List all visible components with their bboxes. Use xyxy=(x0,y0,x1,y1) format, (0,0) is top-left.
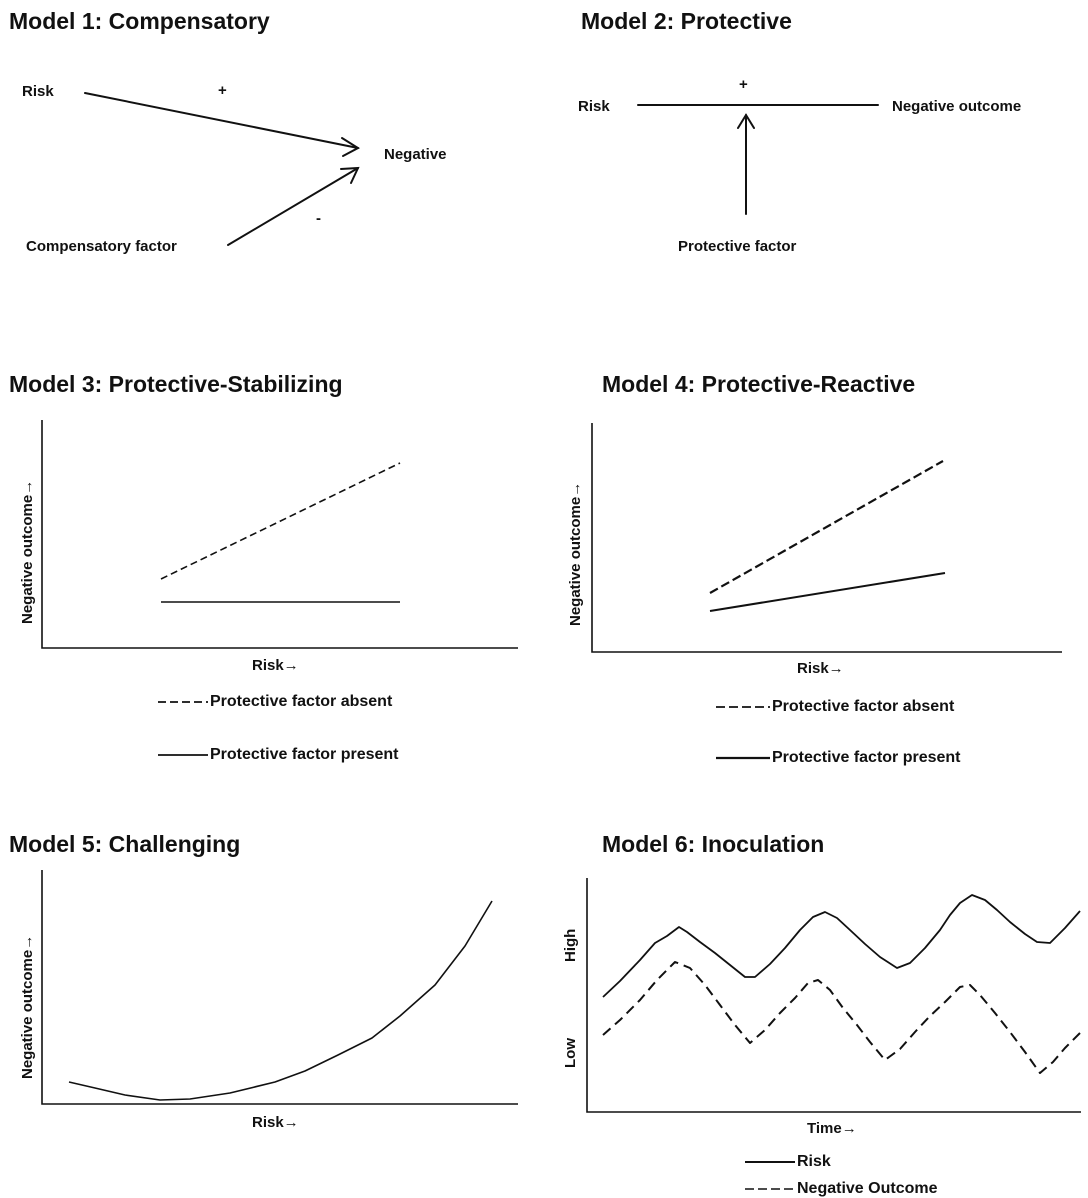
model4-title: Model 4: Protective-Reactive xyxy=(602,371,916,397)
model1-comp-label: Compensatory factor xyxy=(26,238,177,255)
dashed-line-icon xyxy=(158,701,208,703)
solid-line-icon xyxy=(158,754,208,756)
model4-legend-present-label: Protective factor present xyxy=(772,749,961,766)
model5-curve xyxy=(68,900,493,1101)
model6-xlabel: Time→ xyxy=(807,1120,857,1137)
model1-title: Model 1: Compensatory xyxy=(9,8,270,34)
model3-xlabel: Risk→ xyxy=(252,657,299,674)
model6-axes xyxy=(586,878,1081,1113)
model6-legend-risk: Risk xyxy=(745,1153,831,1171)
model3-legend-present-label: Protective factor present xyxy=(210,746,399,763)
model4-plot xyxy=(591,423,1062,653)
model4-axes xyxy=(591,423,1062,653)
model1-comp-sign: - xyxy=(316,210,321,227)
model4-present-line xyxy=(709,572,946,612)
model1-comp-arrowhead xyxy=(340,166,360,184)
model6-plot xyxy=(586,878,1081,1113)
model4-legend-absent: Protective factor absent xyxy=(716,698,954,716)
model1-risk-arrow xyxy=(84,92,359,149)
model3-plot xyxy=(41,420,518,649)
model4-absent-line xyxy=(709,460,944,594)
model6-negative-line xyxy=(602,961,1081,1074)
model2-protective-label: Protective factor xyxy=(678,238,797,255)
model2-outcome-label: Negative outcome xyxy=(892,98,1022,115)
model1-risk-sign: + xyxy=(218,82,227,99)
model6-risk-line xyxy=(602,894,1081,998)
model1-risk-arrowhead xyxy=(341,137,360,157)
model4-legend-present: Protective factor present xyxy=(716,749,961,767)
model3-legend-present: Protective factor present xyxy=(158,746,399,764)
model2-plus-sign: + xyxy=(739,76,748,93)
model1-arrows xyxy=(84,92,360,246)
model4-legend-absent-label: Protective factor absent xyxy=(772,698,955,715)
model6-legend-negative: Negative Outcome xyxy=(745,1180,937,1198)
model2-risk-label: Risk xyxy=(578,98,610,115)
model5-plot xyxy=(41,870,518,1105)
model1-comp-arrow xyxy=(227,167,359,246)
model3-axes xyxy=(41,420,518,649)
model5-axes xyxy=(41,870,518,1105)
model3-title: Model 3: Protective-Stabilizing xyxy=(9,371,343,397)
model2-arrows xyxy=(637,104,879,215)
model3-legend-absent: Protective factor absent xyxy=(158,693,392,711)
solid-line-icon xyxy=(745,1161,795,1163)
model3-absent-line xyxy=(160,462,401,580)
model2-protective-arrowhead xyxy=(737,113,755,129)
dashed-line-icon xyxy=(716,706,770,708)
model5-title: Model 5: Challenging xyxy=(9,831,241,857)
model3-legend-absent-label: Protective factor absent xyxy=(210,693,393,710)
model6-legend-risk-label: Risk xyxy=(797,1153,831,1170)
model1-risk-label: Risk xyxy=(22,83,54,100)
model2-title: Model 2: Protective xyxy=(581,8,792,34)
model6-legend-negative-label: Negative Outcome xyxy=(797,1180,938,1197)
model5-xlabel: Risk→ xyxy=(252,1114,299,1131)
model1-outcome-label: Negative xyxy=(384,146,447,163)
model4-xlabel: Risk→ xyxy=(797,660,844,677)
model6-title: Model 6: Inoculation xyxy=(602,831,825,857)
dashed-line-icon xyxy=(745,1188,795,1190)
solid-line-icon xyxy=(716,756,770,760)
